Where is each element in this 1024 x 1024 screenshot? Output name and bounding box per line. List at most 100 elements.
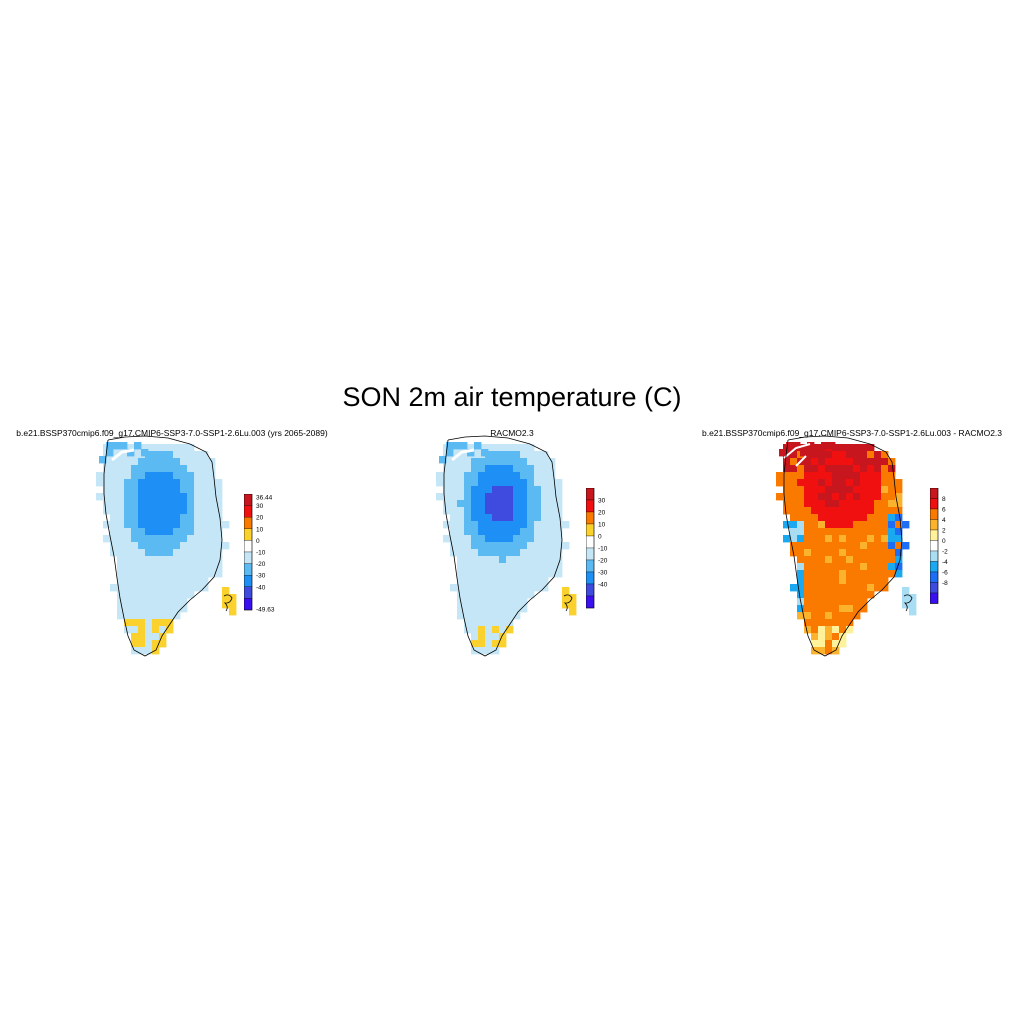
grid-cell: [485, 500, 493, 508]
grid-cell: [485, 486, 493, 494]
grid-cell: [152, 472, 160, 480]
grid-cell: [506, 598, 514, 606]
colorbar-label: -4: [942, 559, 948, 566]
grid-cell: [818, 584, 826, 592]
grid-cell: [790, 479, 798, 487]
colorbar-label: 0: [598, 534, 602, 541]
colorbar-label: 10: [256, 526, 264, 533]
grid-cell: [888, 528, 896, 536]
grid-cell: [194, 521, 202, 529]
grid-cell: [534, 493, 542, 501]
grid-cell: [464, 598, 472, 606]
grid-cell: [166, 570, 174, 578]
grid-cell: [846, 472, 854, 480]
grid-cell: [804, 500, 812, 508]
grid-cell: [187, 577, 195, 585]
grid-cell: [520, 458, 528, 466]
grid-cell: [173, 472, 181, 480]
colorbar-box: [244, 528, 253, 541]
grid-cell: [825, 640, 833, 648]
grid-cell: [464, 528, 472, 536]
grid-cell: [173, 563, 181, 571]
grid-cell: [825, 598, 833, 606]
grid-cell: [485, 549, 493, 557]
grid-cell: [797, 612, 805, 620]
grid-cell: [471, 563, 479, 571]
grid-cell: [506, 591, 514, 599]
grid-cell: [145, 507, 153, 515]
grid-cell: [457, 458, 465, 466]
grid-cell: [818, 472, 826, 480]
grid-cell: [548, 549, 556, 557]
grid-cell: [811, 605, 819, 613]
grid-cell: [478, 570, 486, 578]
grid-cell: [166, 486, 174, 494]
grid-cell: [124, 528, 132, 536]
grid-cell: [106, 449, 114, 457]
grid-cell: [201, 500, 209, 508]
grid-cell: [499, 577, 507, 585]
grid-cell: [534, 528, 542, 536]
grid-cell: [138, 591, 146, 599]
grid-cell: [867, 570, 875, 578]
grid-cell: [173, 507, 181, 515]
grid-cell: [783, 521, 791, 529]
grid-cell: [853, 556, 861, 564]
grid-cell: [846, 570, 854, 578]
grid-cell: [811, 521, 819, 529]
grid-cell: [804, 521, 812, 529]
grid-cell: [492, 465, 500, 473]
grid-cell: [846, 465, 854, 473]
grid-cell: [436, 493, 444, 501]
grid-cell: [117, 577, 125, 585]
grid-cell: [138, 444, 146, 452]
grid-cell: [825, 605, 833, 613]
grid-cell: [124, 626, 132, 634]
grid-cell: [485, 458, 493, 466]
grid-cell: [839, 577, 847, 585]
grid-cell: [520, 556, 528, 564]
grid-cell: [443, 493, 451, 501]
grid-cell: [888, 514, 896, 522]
grid-cell: [159, 451, 167, 459]
grid-cell: [527, 542, 535, 550]
grid-cell: [208, 528, 216, 536]
grid-cell: [145, 444, 153, 452]
grid-cell: [222, 594, 230, 602]
grid-cell: [471, 458, 479, 466]
colorbar-box: [930, 561, 939, 573]
grid-cell: [443, 465, 451, 473]
grid-cell: [534, 479, 542, 487]
grid-cell: [492, 619, 500, 627]
grid-cell: [846, 626, 854, 634]
grid-cell: [194, 465, 202, 473]
colorbar-label: -40: [256, 584, 266, 591]
grid-cell: [790, 493, 798, 501]
grid-cell: [208, 500, 216, 508]
grid-cell: [860, 500, 868, 508]
colorbar-box: [244, 494, 253, 506]
grid-cell: [818, 640, 826, 648]
grid-cell: [527, 535, 535, 543]
grid-cell: [127, 449, 135, 457]
grid-cell: [201, 472, 209, 480]
grid-cell: [534, 465, 542, 473]
grid-cell: [527, 563, 535, 571]
grid-cell: [909, 594, 917, 602]
grid-cell: [180, 514, 188, 522]
grid-cell: [902, 587, 910, 595]
grid-cell: [853, 549, 861, 557]
grid-cell: [804, 563, 812, 571]
grid-cell: [846, 451, 854, 459]
grid-cell: [485, 619, 493, 627]
grid-cell: [527, 486, 535, 494]
grid-cell: [450, 584, 458, 592]
grid-cell: [166, 507, 174, 515]
grid-cell: [846, 549, 854, 557]
grid-cell: [208, 472, 216, 480]
colorbar-box: [244, 540, 253, 553]
grid-cell: [124, 563, 132, 571]
grid-cell: [818, 500, 826, 508]
grid-cell: [499, 500, 507, 508]
grid-cell: [117, 500, 125, 508]
